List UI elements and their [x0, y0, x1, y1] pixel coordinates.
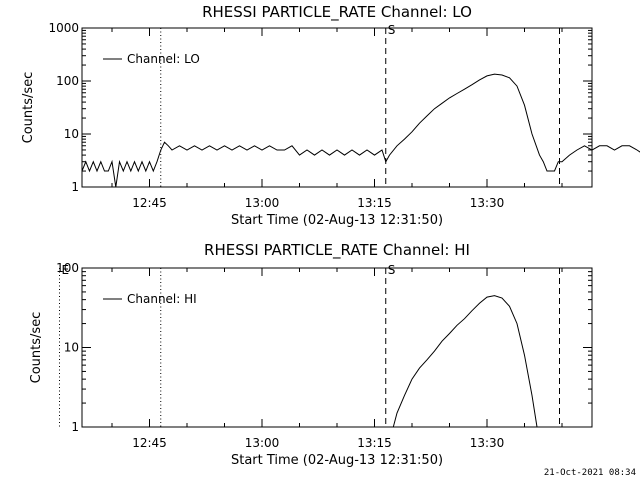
y-tick-label: 100 — [56, 261, 79, 275]
hi-channel-panel: RHESSI PARTICLE_RATE Channel: HI Start Ti… — [29, 241, 593, 468]
series-line — [81, 73, 640, 188]
footer-timestamp: 21-Oct-2021 08:34 — [544, 468, 636, 478]
lo-channel-panel: RHESSI PARTICLE_RATE Channel: LO Start Ti… — [21, 3, 640, 228]
y-axis-label: Counts/sec — [21, 72, 36, 144]
y-tick-label: 1000 — [48, 21, 79, 35]
x-tick-label: 13:30 — [470, 436, 505, 450]
chart-title: RHESSI PARTICLE_RATE Channel: LO — [202, 3, 472, 22]
legend-label: Channel: HI — [127, 292, 197, 306]
y-tick-label: 1 — [71, 420, 79, 434]
x-tick-label: 13:15 — [357, 436, 392, 450]
y-tick-label: 10 — [64, 127, 79, 141]
x-tick-label: 12:45 — [132, 196, 167, 210]
marker-label: S — [388, 23, 396, 37]
x-tick-label: 12:45 — [132, 436, 167, 450]
y-axis-label: Counts/sec — [29, 312, 44, 384]
marker-label: S — [388, 263, 396, 277]
chart-title: RHESSI PARTICLE_RATE Channel: HI — [204, 241, 470, 260]
x-tick-label: 13:00 — [245, 196, 280, 210]
y-tick-label: 1 — [71, 180, 79, 194]
legend-label: Channel: LO — [127, 52, 200, 66]
x-tick-label: 13:30 — [470, 196, 505, 210]
y-tick-label: 100 — [56, 74, 79, 88]
x-axis-label: Start Time (02-Aug-13 12:31:50) — [231, 213, 443, 228]
y-tick-label: 10 — [64, 341, 79, 355]
x-tick-label: 13:15 — [357, 196, 392, 210]
series-line — [392, 295, 538, 428]
x-axis-label: Start Time (02-Aug-13 12:31:50) — [231, 453, 443, 468]
marker-label: E — [62, 263, 70, 277]
x-tick-label: 13:00 — [245, 436, 280, 450]
